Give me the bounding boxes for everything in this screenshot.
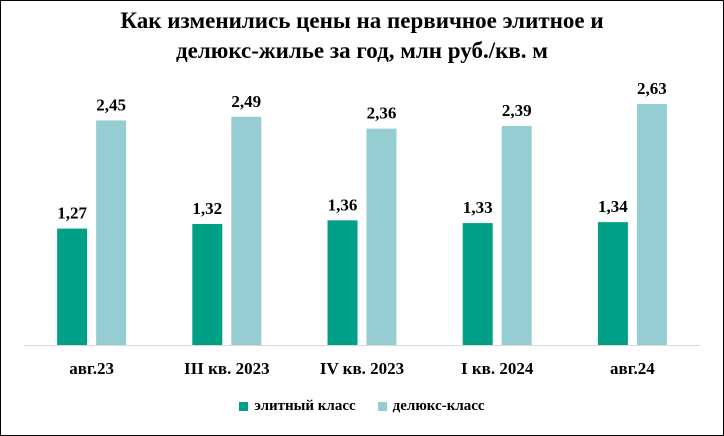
bar-deluxe-3 [501,125,532,346]
data-label-deluxe-3: 2,39 [502,101,532,120]
chart-title-line-2: делюкс-жилье за год, млн руб./кв. м [176,38,548,63]
legend-label-deluxe: делюкс-класс [392,398,485,414]
legend-label-elite: элитный класс [254,398,356,414]
bar-deluxe-2 [366,128,397,345]
bar-elite-3 [462,223,493,345]
x-tick-label-0: авг.23 [69,359,114,378]
data-label-elite-4: 1,34 [598,197,628,216]
data-label-deluxe-0: 2,45 [96,95,126,114]
legend: элитный класс делюкс-класс [0,398,724,415]
legend-item-deluxe: делюкс-класс [377,398,485,415]
x-tick-label-1: III кв. 2023 [184,359,270,378]
legend-swatch-deluxe [377,402,387,411]
data-label-elite-0: 1,27 [57,204,87,223]
x-tick-label-3: I кв. 2024 [461,359,534,378]
legend-swatch-elite [239,402,249,411]
data-label-elite-3: 1,33 [463,198,493,217]
bar-deluxe-4 [636,103,667,346]
bar-deluxe-1 [231,116,262,345]
bar-deluxe-0 [96,120,127,346]
data-label-deluxe-4: 2,63 [637,79,667,98]
data-label-elite-1: 1,32 [192,199,222,218]
x-tick-label-4: авг.24 [610,359,655,378]
chart-title-line-1: Как изменились цены на первичное элитное… [120,8,604,33]
bar-elite-2 [327,220,358,345]
bar-elite-0 [57,228,88,345]
data-label-deluxe-2: 2,36 [367,104,397,123]
legend-item-elite: элитный класс [239,398,356,415]
data-label-elite-2: 1,36 [328,195,358,214]
bar-elite-1 [192,224,223,345]
data-label-deluxe-1: 2,49 [231,92,261,111]
x-tick-label-2: IV кв. 2023 [320,359,404,378]
chart-title: Как изменились цены на первичное элитное… [0,6,724,66]
bar-elite-4 [597,222,628,345]
